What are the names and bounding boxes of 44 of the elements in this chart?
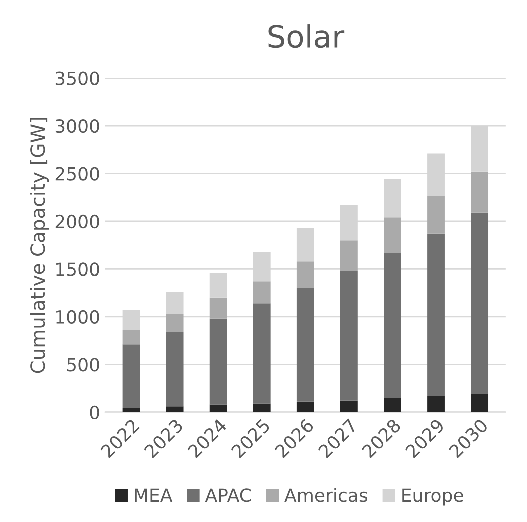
bar: [296, 228, 314, 262]
legend-label: Europe: [402, 488, 464, 506]
y-tick-label: 3500: [56, 72, 100, 86]
bar: [296, 262, 314, 288]
bar: [253, 282, 271, 304]
bar: [340, 400, 358, 412]
bar: [384, 179, 402, 218]
bar: [471, 172, 489, 213]
bar: [122, 330, 140, 345]
bar: [166, 292, 184, 314]
chart-title: Solar: [268, 24, 345, 48]
bar: [384, 398, 402, 412]
legend-label: MEA: [135, 488, 173, 502]
bar: [384, 252, 402, 398]
bar: [166, 332, 184, 407]
y-tick-label: 1500: [56, 262, 100, 276]
y-tick-label: 3000: [56, 119, 100, 134]
bar: [166, 314, 184, 332]
bar: [210, 318, 228, 405]
bar: [253, 304, 271, 404]
bar: [340, 271, 358, 401]
bar: [471, 394, 489, 412]
y-tick-label: 2500: [56, 167, 100, 181]
bar: [166, 406, 184, 412]
y-tick-label: 0: [90, 406, 100, 420]
bar: [471, 212, 489, 394]
legend-label: Americas: [284, 488, 368, 502]
bar: [253, 404, 271, 412]
bar: [210, 273, 228, 298]
bar: [122, 344, 140, 409]
bar: [340, 240, 358, 272]
y-tick-label: 2000: [56, 214, 100, 229]
bar: [384, 218, 402, 253]
bar: [210, 404, 228, 412]
bar: [296, 402, 314, 412]
bar: [296, 288, 314, 402]
y-axis-title: Cumulative Capacity [GW]: [30, 118, 50, 374]
legend-label: APAC: [205, 488, 251, 502]
bar: [428, 196, 445, 234]
y-tick-label: 500: [67, 358, 100, 372]
bar: [428, 234, 445, 396]
bar: [210, 298, 228, 319]
bar: [428, 396, 445, 412]
y-tick-label: 1000: [56, 310, 100, 324]
